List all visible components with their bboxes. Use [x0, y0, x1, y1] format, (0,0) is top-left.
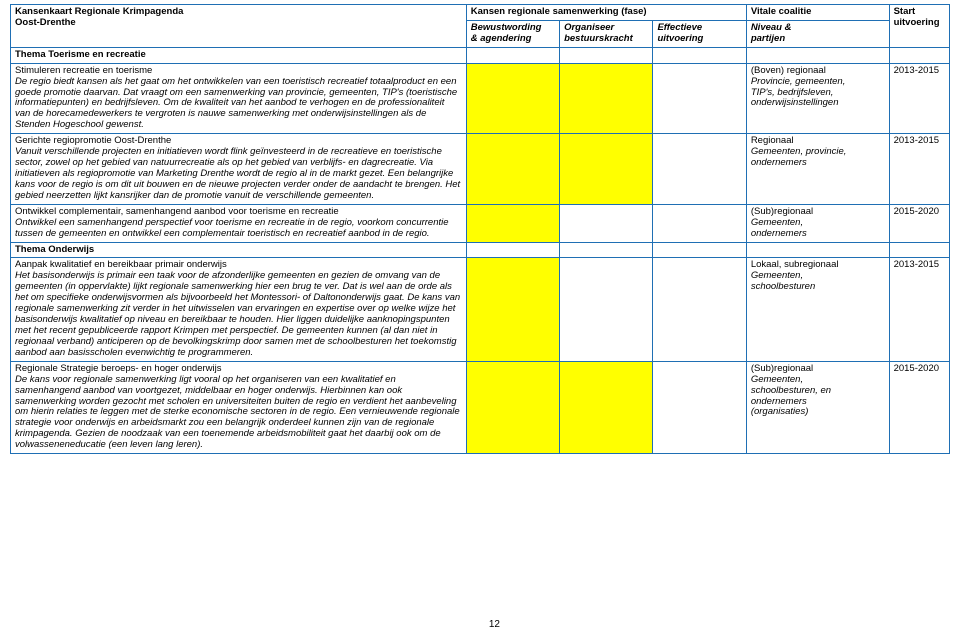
row2-ph2: [560, 134, 653, 205]
phase-3: Effectieve uitvoering: [653, 20, 746, 47]
page-number: 12: [489, 619, 500, 630]
theme-onderwijs: Thema Onderwijs: [11, 242, 467, 258]
phase-2: Organiseer bestuurskracht: [560, 20, 653, 47]
row1-vc: (Boven) regionaal Provincie, gemeenten, …: [746, 63, 889, 134]
row-complementair: Ontwikkel complementair, samenhangend aa…: [11, 204, 950, 242]
kansen-title: Kansen regionale samenwerking (fase): [466, 5, 746, 21]
row5-ph1: [466, 361, 559, 453]
row-stimuleren: Stimuleren recreatie en toerisme De regi…: [11, 63, 950, 134]
vitale-sub: Niveau & partijen: [746, 20, 889, 47]
theme-onderwijs-row: Thema Onderwijs: [11, 242, 950, 258]
row4-ph1: [466, 258, 559, 361]
phase-1: Bewustwording & agendering: [466, 20, 559, 47]
kansenkaart-table: Kansenkaart Regionale Krimpagenda Oost-D…: [10, 4, 950, 454]
doc-title-cell: Kansenkaart Regionale Krimpagenda Oost-D…: [11, 5, 467, 48]
row4-desc: Aanpak kwalitatief en bereikbaar primair…: [11, 258, 467, 361]
row3-ph3: [653, 204, 746, 242]
row4-vc: Lokaal, subregionaal Gemeenten, schoolbe…: [746, 258, 889, 361]
theme-toerisme: Thema Toerisme en recreatie: [11, 47, 467, 63]
row1-desc: Stimuleren recreatie en toerisme De regi…: [11, 63, 467, 134]
row3-ph1: [466, 204, 559, 242]
row2-desc: Gerichte regiopromotie Oost-Drenthe Vanu…: [11, 134, 467, 205]
row4-ph3: [653, 258, 746, 361]
theme-toerisme-row: Thema Toerisme en recreatie: [11, 47, 950, 63]
row-primair-onderwijs: Aanpak kwalitatief en bereikbaar primair…: [11, 258, 950, 361]
row5-start: 2015-2020: [889, 361, 949, 453]
row1-ph3: [653, 63, 746, 134]
row5-ph3: [653, 361, 746, 453]
row4-ph2: [560, 258, 653, 361]
row2-vc: Regionaal Gemeenten, provincie, ondernem…: [746, 134, 889, 205]
row-beroeps-onderwijs: Regionale Strategie beroeps- en hoger on…: [11, 361, 950, 453]
row4-start: 2013-2015: [889, 258, 949, 361]
row2-start: 2013-2015: [889, 134, 949, 205]
row1-start: 2013-2015: [889, 63, 949, 134]
vitale-title: Vitale coalitie: [746, 5, 889, 21]
row3-desc: Ontwikkel complementair, samenhangend aa…: [11, 204, 467, 242]
row5-vc: (Sub)regionaal Gemeenten, schoolbesturen…: [746, 361, 889, 453]
row-regiopromotie: Gerichte regiopromotie Oost-Drenthe Vanu…: [11, 134, 950, 205]
row5-ph2: [560, 361, 653, 453]
row3-start: 2015-2020: [889, 204, 949, 242]
row3-vc: (Sub)regionaal Gemeenten, ondernemers: [746, 204, 889, 242]
row1-ph1: [466, 63, 559, 134]
row2-ph3: [653, 134, 746, 205]
start-header: Start uitvoering: [889, 5, 949, 48]
doc-title-l1: Kansenkaart Regionale Krimpagenda: [15, 6, 183, 17]
doc-title-l2: Oost-Drenthe: [15, 17, 76, 28]
row5-desc: Regionale Strategie beroeps- en hoger on…: [11, 361, 467, 453]
row2-ph1: [466, 134, 559, 205]
row1-ph2: [560, 63, 653, 134]
header-row-1: Kansenkaart Regionale Krimpagenda Oost-D…: [11, 5, 950, 21]
row3-ph2: [560, 204, 653, 242]
